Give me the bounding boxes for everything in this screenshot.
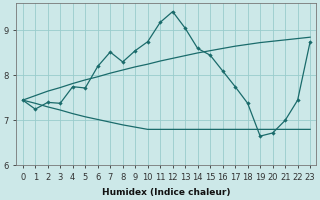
X-axis label: Humidex (Indice chaleur): Humidex (Indice chaleur) (102, 188, 231, 197)
